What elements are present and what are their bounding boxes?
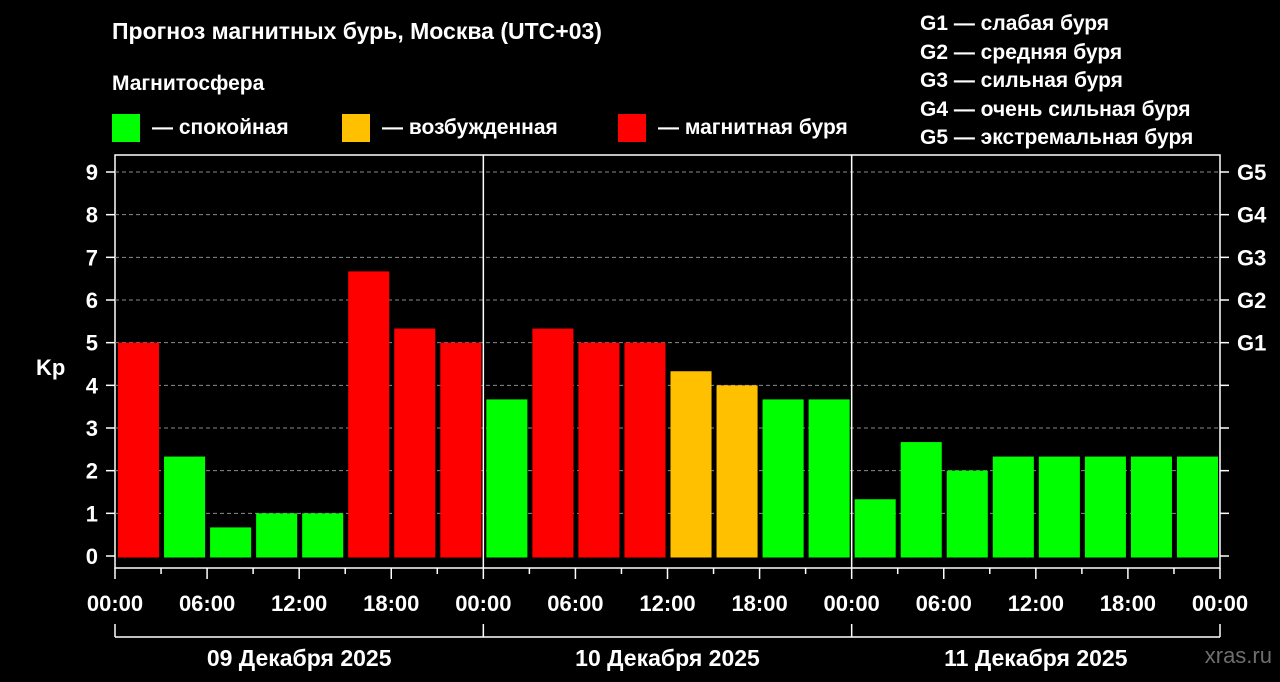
- kp-bar: [1038, 456, 1080, 558]
- x-tick-label: 12:00: [639, 591, 695, 616]
- y-tick-label: 2: [86, 459, 98, 484]
- y-tick-label: 8: [86, 203, 98, 228]
- g-tick-label: G3: [1237, 245, 1266, 270]
- kp-bar: [440, 342, 482, 558]
- y-tick-label: 4: [86, 373, 99, 398]
- watermark: xras.ru: [1204, 643, 1272, 668]
- legend-title: Магнитосфера: [112, 72, 265, 95]
- y-tick-label: 6: [86, 288, 98, 313]
- x-tick-label: 06:00: [547, 591, 603, 616]
- x-tick-label: 18:00: [1100, 591, 1156, 616]
- chart-title: Прогноз магнитных бурь, Москва (UTC+03): [112, 18, 602, 44]
- kp-bar: [486, 399, 528, 558]
- g-legend-g1: G1 — слабая буря: [920, 12, 1110, 35]
- kp-bar: [302, 513, 344, 558]
- legend-item-quiet: — спокойная: [112, 114, 289, 142]
- kp-bar: [118, 342, 160, 558]
- g-legend-g4: G4 — очень сильная буря: [920, 97, 1191, 121]
- day-label: 09 Декабря 2025: [207, 645, 392, 671]
- g-tick-label: G2: [1237, 288, 1266, 313]
- g-tick-label: G1: [1237, 331, 1266, 356]
- y-tick-label: 5: [86, 331, 98, 356]
- g-legend-g3: G3 — сильная буря: [920, 69, 1123, 92]
- g-legend-g2: G2 — средняя буря: [920, 40, 1123, 64]
- kp-bar: [532, 328, 574, 558]
- y-tick-label: 9: [86, 160, 98, 185]
- legend-item-storm: — магнитная буря: [618, 114, 848, 142]
- x-tick-label: 06:00: [916, 591, 972, 616]
- kp-bar: [256, 513, 298, 558]
- g-tick-label: G5: [1237, 160, 1266, 185]
- kp-bar: [394, 328, 436, 558]
- x-tick-label: 12:00: [271, 591, 327, 616]
- legend-swatch-quiet: [112, 114, 140, 142]
- kp-bar: [210, 527, 252, 558]
- g-legend-g5: G5 — экстремальная буря: [920, 126, 1194, 149]
- kp-bar: [992, 456, 1034, 558]
- kp-bar: [716, 385, 758, 558]
- legend-label-quiet: — спокойная: [152, 116, 289, 139]
- kp-bar: [762, 399, 804, 558]
- kp-bar: [1084, 456, 1126, 558]
- y-tick-label: 7: [86, 245, 98, 270]
- x-tick-label: 06:00: [179, 591, 235, 616]
- x-tick-label: 00:00: [455, 591, 511, 616]
- kp-bar: [1130, 456, 1172, 558]
- y-tick-label: 1: [86, 501, 98, 526]
- x-tick-label: 00:00: [824, 591, 880, 616]
- y-tick-label: 3: [86, 416, 98, 441]
- kp-bar: [946, 470, 988, 558]
- legend-swatch-storm: [618, 114, 646, 142]
- g-tick-label: G4: [1237, 203, 1267, 228]
- kp-bar: [900, 442, 942, 558]
- kp-bar: [164, 456, 206, 558]
- kp-bar: [670, 371, 712, 558]
- x-tick-label: 12:00: [1008, 591, 1064, 616]
- legend-item-active: — возбужденная: [342, 114, 558, 142]
- legend-label-active: — возбужденная: [382, 116, 558, 139]
- x-tick-label: 18:00: [363, 591, 419, 616]
- kp-bar: [624, 342, 666, 558]
- y-tick-label: 0: [86, 544, 98, 569]
- kp-bar: [1176, 456, 1218, 558]
- day-label: 11 Декабря 2025: [944, 645, 1128, 671]
- day-label: 10 Декабря 2025: [575, 645, 760, 671]
- legend-label-storm: — магнитная буря: [658, 116, 848, 139]
- y-axis-label: Kp: [36, 355, 65, 380]
- kp-bar: [578, 342, 620, 558]
- x-tick-label: 00:00: [1192, 591, 1248, 616]
- legend-swatch-active: [342, 114, 370, 142]
- x-tick-label: 00:00: [87, 591, 143, 616]
- kp-bar: [854, 499, 896, 558]
- g-scale-legend: G1 — слабая буря G2 — средняя буря G3 — …: [920, 10, 1193, 153]
- x-tick-label: 18:00: [731, 591, 787, 616]
- kp-bar: [808, 399, 850, 558]
- kp-bar: [348, 271, 390, 558]
